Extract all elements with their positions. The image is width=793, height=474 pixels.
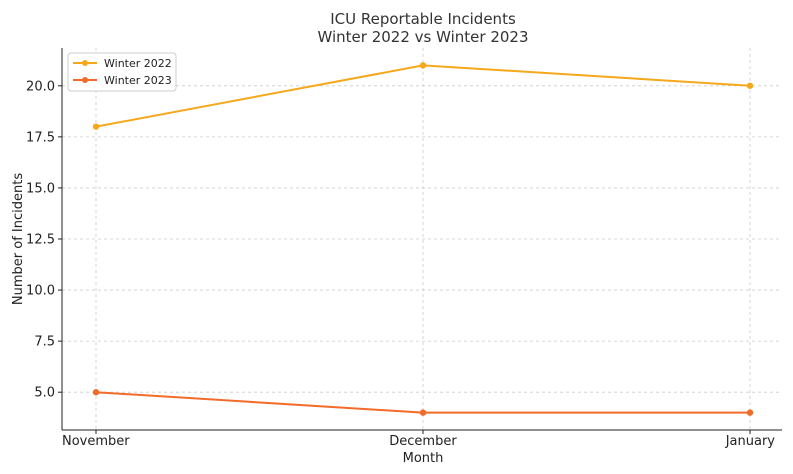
- y-tick-label: 20.0: [26, 79, 55, 94]
- tick-labels: 5.0 7.5 10.0 12.5 15.0 17.5 20.0 November Decemb…: [26, 79, 775, 449]
- y-axis-label: Number of Incidents: [11, 173, 26, 305]
- data-point: [419, 409, 427, 416]
- y-tick-label: 10.0: [26, 284, 55, 299]
- series-winter-2022: [92, 62, 754, 130]
- axes: [58, 48, 782, 434]
- y-tick-label: 15.0: [26, 181, 55, 196]
- data-point: [419, 62, 427, 69]
- y-tick-label: 5.0: [34, 386, 55, 401]
- legend-label: Winter 2022: [104, 57, 172, 70]
- legend-item: Winter 2023: [73, 74, 172, 87]
- y-tick-label: 17.5: [26, 130, 55, 145]
- x-tick-label: November: [62, 434, 130, 449]
- series-winter-2023: [92, 389, 754, 416]
- series-lines: [92, 62, 754, 416]
- chart-title: ICU Reportable Incidents: [330, 10, 516, 28]
- data-point: [746, 82, 754, 89]
- x-tick-label: January: [725, 434, 776, 449]
- legend-marker: [82, 60, 88, 66]
- chart-subtitle: Winter 2022 vs Winter 2023: [317, 28, 528, 46]
- legend-label: Winter 2023: [104, 74, 172, 87]
- data-point: [746, 409, 754, 416]
- legend: Winter 2022 Winter 2023: [67, 52, 177, 92]
- data-point: [92, 123, 100, 130]
- x-tick-label: December: [389, 434, 457, 449]
- y-tick-label: 7.5: [34, 335, 55, 350]
- grid: [62, 48, 782, 430]
- y-tick-label: 12.5: [26, 233, 55, 248]
- legend-items: Winter 2022 Winter 2023: [73, 57, 172, 87]
- x-axis-label: Month: [403, 451, 444, 466]
- data-point: [92, 389, 100, 396]
- legend-marker: [82, 77, 88, 83]
- legend-item: Winter 2022: [73, 57, 172, 70]
